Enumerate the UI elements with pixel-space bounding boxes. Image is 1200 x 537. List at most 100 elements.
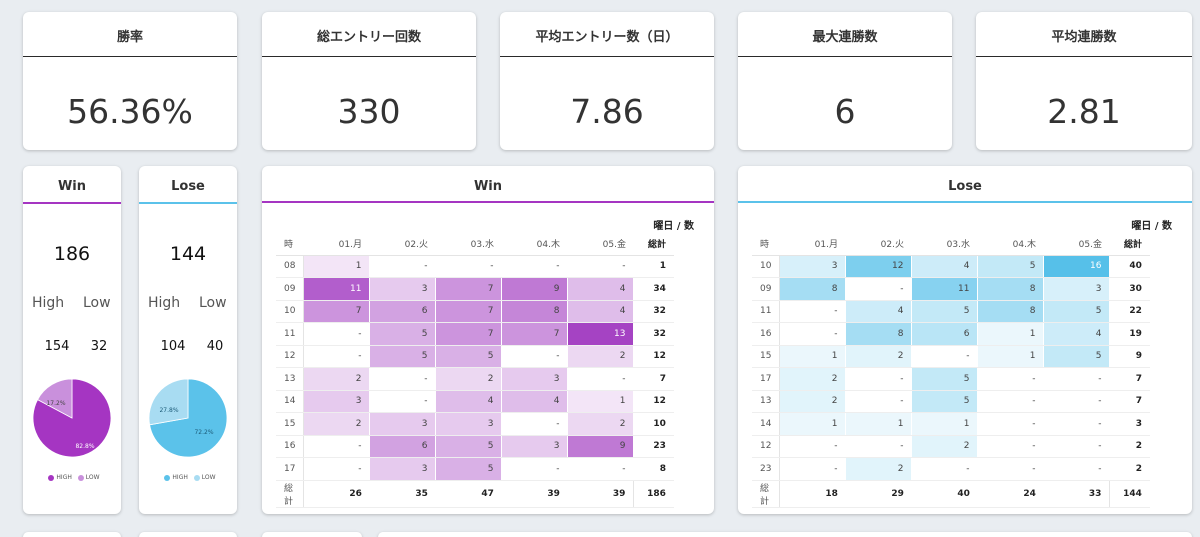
heatmap-cell: 2 xyxy=(779,367,847,391)
heatmap-cell: - xyxy=(1043,435,1111,458)
heatmap-cell: - xyxy=(779,300,847,323)
hour-cell: 15 xyxy=(752,345,781,368)
lose-high-value: 104 xyxy=(160,339,186,354)
table-row: 16-6 5 3 9 23 xyxy=(276,435,674,458)
heatmap-cell: - xyxy=(911,345,979,368)
row-total-cell: 10 xyxy=(633,412,674,436)
table-row: 13 2-2 3-7 xyxy=(276,367,674,391)
hour-cell: 13 xyxy=(276,367,305,391)
heatmap-cell: - xyxy=(501,412,569,436)
row-total-cell: 7 xyxy=(633,367,674,391)
bottom-card-edge xyxy=(23,532,121,537)
heatmap-cell: - xyxy=(845,367,913,391)
kpi-card-total-entries: 総エントリー回数 330 xyxy=(262,12,476,150)
heatmap-cell: - xyxy=(501,345,569,368)
kpi-value: 6 xyxy=(834,92,856,131)
column-total-cell: 39 xyxy=(567,479,634,508)
heatmap-cell: 5 xyxy=(369,345,437,368)
heatmap-cell: 5 xyxy=(911,390,979,413)
win-low-label: Low xyxy=(83,295,111,311)
heatmap-cell: 8 xyxy=(501,300,569,323)
kpi-title: 勝率 xyxy=(116,30,143,45)
row-total-cell: 12 xyxy=(633,390,674,413)
hour-column-header: 時 xyxy=(276,233,304,256)
hour-cell: 10 xyxy=(752,255,781,278)
heatmap-cell: - xyxy=(1043,412,1111,436)
heatmap-cell: 1 xyxy=(845,412,913,436)
heatmap-cell: 1 xyxy=(911,412,979,436)
column-total-cell: 33 xyxy=(1043,479,1110,508)
heatmap-cell: 5 xyxy=(435,345,503,368)
day-column-header: 01.月 xyxy=(303,233,370,256)
lose-pie-legend: HIGH LOW xyxy=(139,474,237,481)
hour-cell: 13 xyxy=(752,390,781,413)
column-total-cell: 18 xyxy=(779,479,846,508)
table-row: 17-3 5- -8 xyxy=(276,457,674,481)
heatmap-cell: 1 xyxy=(303,255,371,278)
heatmap-cell: 8 xyxy=(977,277,1045,301)
table-row: 09 11 3 7 9 4 34 xyxy=(276,277,674,301)
heatmap-cell: 8 xyxy=(845,322,913,346)
kpi-title: 平均エントリー数（日） xyxy=(535,30,679,45)
heatmap-cell: 2 xyxy=(567,345,635,368)
sum-row: 総計 18 29 40 24 33 144 xyxy=(752,479,1150,508)
hour-cell: 09 xyxy=(276,277,305,301)
heatmap-cell: 5 xyxy=(911,300,979,323)
table-row: 15 1 2-1 5 9 xyxy=(752,345,1150,368)
heatmap-cell: - xyxy=(369,255,437,278)
hour-cell: 17 xyxy=(752,367,781,391)
hour-cell: 12 xyxy=(752,435,781,458)
legend-low-label: LOW xyxy=(85,474,100,481)
heatmap-cell: - xyxy=(977,390,1045,413)
heatmap-cell: 2 xyxy=(303,412,371,436)
table-row: 08 1- - - -1 xyxy=(276,255,674,278)
heatmap-cell: - xyxy=(501,255,569,278)
heatmap-cell: 2 xyxy=(303,367,371,391)
hour-cell: 12 xyxy=(276,345,305,368)
total-column-header: 総計 xyxy=(633,233,674,256)
heatmap-cell: 11 xyxy=(911,277,979,301)
legend-low-swatch xyxy=(77,474,84,481)
column-total-cell: 24 xyxy=(977,479,1044,508)
lose-heatmap-title: Lose xyxy=(948,179,982,194)
heatmap-cell: 4 xyxy=(567,300,635,323)
win-high-label: High xyxy=(32,295,65,311)
kpi-title: 総エントリー回数 xyxy=(316,30,421,45)
win-pie-label-low: 17.2% xyxy=(46,400,65,407)
hour-cell: 14 xyxy=(752,412,781,436)
heatmap-cell: 3 xyxy=(501,367,569,391)
win-heatmap-divider xyxy=(262,201,714,203)
heatmap-cell: - xyxy=(369,390,437,413)
row-total-cell: 30 xyxy=(1109,277,1150,301)
column-total-cell: 26 xyxy=(303,479,370,508)
day-column-header: 04.木 xyxy=(501,233,568,256)
row-total-cell: 23 xyxy=(633,435,674,458)
heatmap-cell: 4 xyxy=(1043,322,1111,346)
hour-cell: 10 xyxy=(276,300,305,323)
hour-cell: 16 xyxy=(276,435,305,458)
lose-summary-title: Lose xyxy=(171,179,205,194)
day-column-header: 05.金 xyxy=(567,233,634,256)
heatmap-cell: 5 xyxy=(369,322,437,346)
heatmap-cell: - xyxy=(779,435,847,458)
legend-low-label: LOW xyxy=(201,474,216,481)
win-pie-chart: 82.8% 17.2% xyxy=(32,378,112,458)
legend-low-swatch xyxy=(193,474,200,481)
day-column-header: 01.月 xyxy=(779,233,846,256)
legend-high-label: HIGH xyxy=(56,474,72,481)
heatmap-cell: 9 xyxy=(567,435,635,458)
heatmap-cell: 6 xyxy=(369,300,437,323)
kpi-card-win-rate: 勝率 56.36% xyxy=(23,12,237,150)
heatmap-cell: - xyxy=(1043,367,1111,391)
hour-cell: 09 xyxy=(752,277,781,301)
hour-cell: 15 xyxy=(276,412,305,436)
win-low-value: 32 xyxy=(90,339,108,354)
heatmap-cell: 16 xyxy=(1043,255,1111,278)
win-heatmap-title: Win xyxy=(473,179,503,194)
kpi-divider xyxy=(500,56,714,57)
heatmap-cell: 5 xyxy=(911,367,979,391)
heatmap-cell: - xyxy=(779,322,847,346)
kpi-divider xyxy=(738,56,952,57)
heatmap-cell: 8 xyxy=(977,300,1045,323)
lose-summary-card: Lose 144 High Low 104 40 72.2% 27.8% HIG… xyxy=(139,166,237,514)
